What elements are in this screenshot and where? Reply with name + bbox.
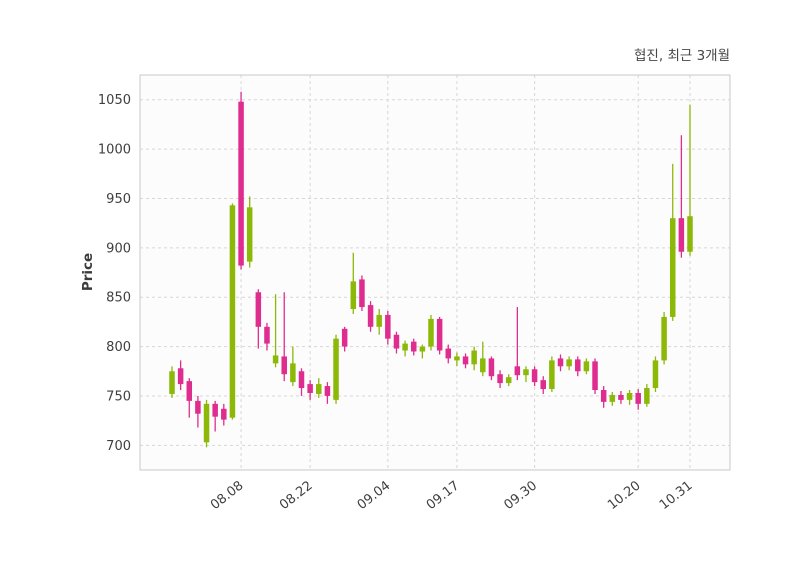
candle-body bbox=[359, 279, 365, 308]
candle-body bbox=[402, 343, 408, 351]
candle-body bbox=[462, 356, 469, 365]
candle-body bbox=[609, 394, 616, 402]
candle-body bbox=[436, 318, 443, 351]
candle-body bbox=[419, 346, 426, 352]
svg-text:850: 850 bbox=[106, 291, 131, 306]
candle-body bbox=[505, 377, 512, 384]
candle-body bbox=[264, 326, 270, 344]
candle-body bbox=[669, 218, 676, 317]
svg-text:1000: 1000 bbox=[98, 143, 131, 158]
plot-border bbox=[139, 74, 731, 471]
candle-body bbox=[454, 356, 460, 361]
svg-text:08.08: 08.08 bbox=[208, 478, 247, 513]
candle-body bbox=[644, 388, 650, 404]
candle-body bbox=[324, 386, 331, 396]
candle-body bbox=[307, 384, 313, 393]
candle-body bbox=[497, 374, 503, 384]
svg-text:700: 700 bbox=[106, 439, 131, 454]
candle-body bbox=[445, 348, 452, 359]
candle-body bbox=[316, 384, 322, 394]
candle-body bbox=[531, 369, 538, 383]
candle-body bbox=[678, 218, 685, 252]
svg-text:900: 900 bbox=[106, 241, 131, 256]
candle-body bbox=[652, 360, 659, 389]
candle-body bbox=[626, 392, 633, 400]
candle-body bbox=[186, 381, 193, 401]
chart-title: 협진, 최근 3개월 bbox=[634, 48, 730, 64]
candle-body bbox=[566, 359, 572, 367]
candle-body bbox=[255, 292, 262, 327]
svg-text:09.17: 09.17 bbox=[424, 478, 463, 513]
candle-body bbox=[272, 355, 279, 364]
candles bbox=[169, 91, 693, 448]
candle-body bbox=[290, 363, 296, 383]
candle-body bbox=[298, 371, 305, 389]
candle-body bbox=[246, 207, 253, 262]
y-axis-label: Price bbox=[80, 252, 96, 292]
svg-text:10.31: 10.31 bbox=[657, 478, 696, 513]
svg-text:09.04: 09.04 bbox=[355, 478, 394, 513]
x-tick-labels: 08.08 08.22 09.04 09.17 09.30 10.20 10.31 bbox=[208, 478, 695, 513]
candle-body bbox=[177, 368, 184, 385]
svg-text:800: 800 bbox=[106, 340, 131, 355]
candle-body bbox=[540, 380, 546, 390]
svg-text:09.30: 09.30 bbox=[501, 478, 540, 513]
candle-body bbox=[410, 341, 417, 352]
candle-body bbox=[488, 358, 495, 377]
candle-body bbox=[169, 371, 175, 394]
svg-text:750: 750 bbox=[106, 389, 131, 404]
candle-body bbox=[195, 400, 201, 414]
candle-body bbox=[376, 314, 382, 327]
candle-body bbox=[203, 403, 210, 443]
candle-body bbox=[471, 350, 477, 365]
svg-text:08.22: 08.22 bbox=[277, 478, 316, 513]
candle-body bbox=[592, 361, 598, 391]
candle-body bbox=[350, 281, 357, 310]
candle-body bbox=[385, 314, 391, 339]
candle-body bbox=[480, 358, 486, 373]
candle-body bbox=[393, 334, 400, 349]
candle-body bbox=[428, 318, 434, 347]
candle-body bbox=[523, 369, 529, 376]
svg-text:1050: 1050 bbox=[98, 93, 131, 108]
candle-body bbox=[341, 328, 348, 347]
candle-body bbox=[575, 359, 581, 372]
candle-body bbox=[635, 392, 641, 404]
candle-body bbox=[557, 358, 564, 367]
candle-body bbox=[238, 101, 244, 266]
candle-body bbox=[221, 408, 227, 420]
svg-text:950: 950 bbox=[106, 192, 131, 207]
candle-body bbox=[229, 205, 236, 418]
svg-text:10.20: 10.20 bbox=[605, 478, 644, 513]
candle-body bbox=[600, 390, 607, 402]
candle-body bbox=[212, 403, 218, 417]
plot-area bbox=[140, 75, 730, 470]
y-tick-labels: 700 750 800 850 900 950 1000 1050 bbox=[98, 93, 131, 454]
candle-body bbox=[333, 338, 339, 400]
candle-body bbox=[281, 356, 287, 375]
candle-body bbox=[549, 360, 555, 390]
candle-body bbox=[687, 216, 693, 252]
candle-body bbox=[583, 361, 590, 372]
candle-body bbox=[367, 305, 374, 327]
candle-body bbox=[661, 316, 667, 361]
candle-body bbox=[514, 366, 521, 376]
candle-body bbox=[618, 394, 624, 400]
